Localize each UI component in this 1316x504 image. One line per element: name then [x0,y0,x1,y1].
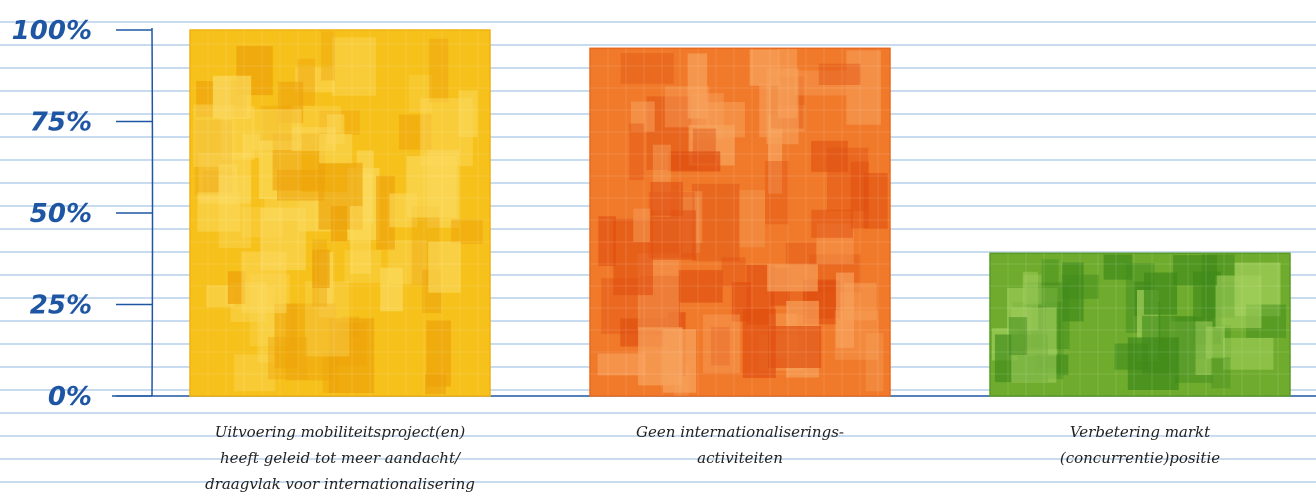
bar-texture [190,30,490,396]
bar [989,252,1291,397]
y-tick-labels: 0% 25% 50% 75% 100% [12,16,92,412]
bar-texture [590,48,890,396]
y-axis-line [151,27,154,397]
y-tick-label: 0% [48,382,92,412]
y-tick-label: 75% [30,108,92,138]
category-label: Uitvoering mobiliteitsproject(en) heeft g… [205,423,475,493]
y-tick-label: 50% [30,199,92,229]
bar-texture [990,253,1290,396]
bar [589,47,891,397]
category-labels: Uitvoering mobiliteitsproject(en) heeft g… [205,423,1220,493]
bar [189,29,491,397]
bars [189,29,1291,397]
y-tick-label: 25% [30,291,92,321]
category-label: Geen internationaliserings-activiteiten [636,423,844,467]
y-tick-label: 100% [12,16,92,46]
category-label: Verbetering markt (concurrentie)positie [1060,423,1220,467]
